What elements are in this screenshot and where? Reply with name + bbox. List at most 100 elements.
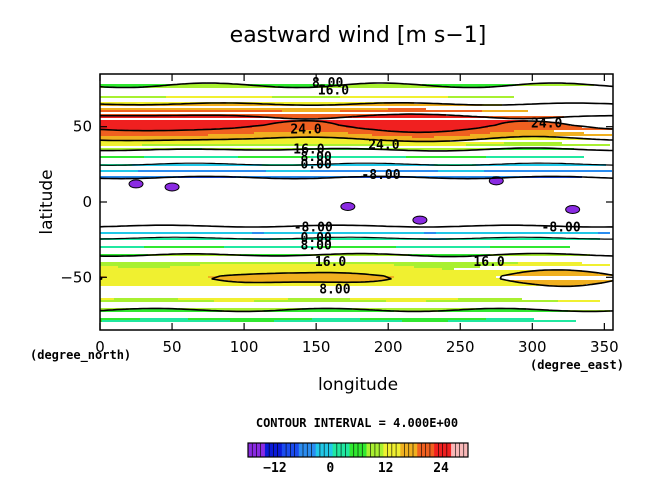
color-band-cell xyxy=(100,144,142,146)
x-tick-label: 150 xyxy=(302,338,331,356)
color-band-cell xyxy=(518,272,598,274)
color-band-cell xyxy=(482,110,528,112)
y-tick-label: 50 xyxy=(73,118,92,136)
color-band-cell xyxy=(540,284,586,286)
color-band-cell xyxy=(484,170,612,172)
color-band-cell xyxy=(100,298,114,300)
color-band-cell xyxy=(438,170,484,172)
color-band-cell xyxy=(248,84,342,86)
color-band-cell xyxy=(484,116,564,118)
x-tick-label: 350 xyxy=(590,338,619,356)
color-band-cell xyxy=(310,254,408,256)
color-band-cell xyxy=(340,110,482,112)
color-band-cell xyxy=(352,308,476,310)
color-band-cell xyxy=(140,318,188,320)
color-band-cell xyxy=(266,170,310,172)
color-band-cell xyxy=(144,156,238,158)
contour-label: 8.00 xyxy=(319,282,350,297)
color-band-cell xyxy=(510,280,612,282)
y-axis-label: latitude xyxy=(37,169,57,234)
color-band-cell xyxy=(392,144,466,146)
color-band-cell xyxy=(202,148,304,150)
color-band-cell xyxy=(448,96,514,98)
y-tick-label: 0 xyxy=(82,193,92,211)
color-band-cell xyxy=(226,102,384,104)
color-band-cell xyxy=(170,266,414,268)
color-band-cell xyxy=(100,84,170,86)
color-band-cell xyxy=(100,232,252,234)
color-band-cell xyxy=(100,136,412,138)
wind-minimum-blob xyxy=(412,215,428,225)
color-band-cell xyxy=(522,282,602,284)
color-band-cell xyxy=(100,104,294,106)
chart-title: eastward wind [m s−1] xyxy=(230,23,487,48)
color-band-cell xyxy=(504,142,562,144)
color-band-cell xyxy=(374,274,506,276)
color-band-cell xyxy=(378,114,446,116)
contour-label: -8.00 xyxy=(361,168,400,183)
color-band-cell xyxy=(338,124,496,126)
contour-label: 0.00 xyxy=(300,231,331,246)
color-band-cell xyxy=(414,266,480,268)
contour-label: 8.00 xyxy=(312,76,343,91)
contour-label: 8.00 xyxy=(300,150,331,165)
colorbar-tick-label: 0 xyxy=(326,461,334,476)
contour-line xyxy=(100,102,613,288)
color-band-cell xyxy=(490,254,590,256)
y-tick-label: −50 xyxy=(60,268,92,286)
x-tick-label: 250 xyxy=(446,338,475,356)
y-axis: −50 0 50 xyxy=(60,118,613,286)
color-band-cell xyxy=(148,254,240,256)
color-band-cell xyxy=(410,176,522,178)
color-band-cell xyxy=(516,84,594,86)
contour-label: 24.0 xyxy=(290,123,321,138)
color-band-cell xyxy=(394,264,498,266)
color-band-cell xyxy=(514,130,554,132)
wind-minimum-blob xyxy=(164,182,180,192)
color-band-cell xyxy=(188,318,312,320)
colorbar: −12 0 12 24 xyxy=(247,442,469,476)
color-band-cell xyxy=(378,280,510,282)
color-band-cell xyxy=(242,138,360,140)
color-band-cell xyxy=(264,116,346,118)
color-band-cell xyxy=(368,128,470,130)
color-band-cell xyxy=(342,84,422,86)
color-band-cell xyxy=(304,164,434,166)
color-band-cell xyxy=(318,86,450,88)
color-band-cell xyxy=(100,138,242,140)
color-band-cell xyxy=(470,134,612,136)
color-band-cell xyxy=(346,126,488,128)
x-axis-label: longitude xyxy=(318,375,398,395)
color-band-cell xyxy=(316,246,396,248)
color-band-cell xyxy=(372,134,470,136)
color-band-cell xyxy=(310,170,438,172)
contour-label: 0.00 xyxy=(300,157,331,172)
color-band-cell xyxy=(448,320,576,322)
contour-label: 16.0 xyxy=(293,142,324,157)
color-band-cell xyxy=(144,246,224,248)
color-band-cell xyxy=(102,278,212,280)
x-tick-label: 200 xyxy=(374,338,403,356)
contour-label: 8.00 xyxy=(300,239,331,254)
color-band-cell xyxy=(408,254,490,256)
color-band-cell xyxy=(446,238,600,240)
color-band-cell xyxy=(350,298,458,300)
color-band-cell xyxy=(212,278,390,280)
contour-line xyxy=(100,113,613,134)
color-band-cell xyxy=(100,266,118,268)
color-band-cell xyxy=(316,120,526,122)
color-band-cell xyxy=(100,156,144,158)
color-band-cell xyxy=(100,114,378,116)
contour-label: -8.00 xyxy=(294,221,333,236)
contour-label: 16.0 xyxy=(473,255,504,270)
plot-frame xyxy=(99,73,614,331)
color-band-cell xyxy=(486,156,584,158)
wind-minimum-blob xyxy=(128,179,144,189)
color-band-cell xyxy=(106,276,208,278)
contour-label: 16.0 xyxy=(318,84,349,99)
color-band-cell xyxy=(276,122,330,124)
color-band-cell xyxy=(100,270,532,272)
color-band-cell xyxy=(100,318,140,320)
color-band-cell xyxy=(224,246,316,248)
